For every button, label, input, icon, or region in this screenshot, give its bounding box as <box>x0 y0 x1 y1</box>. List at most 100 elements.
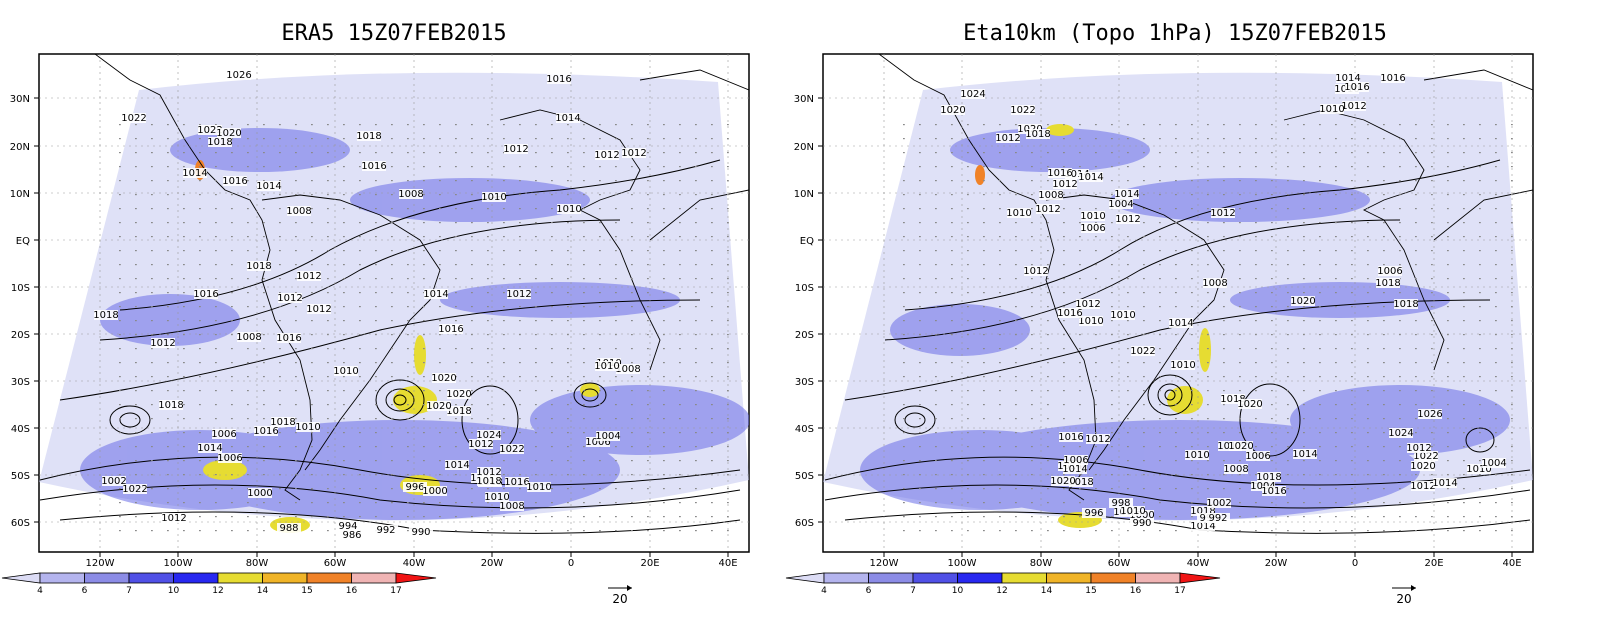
contour-label: 1026 <box>226 70 251 81</box>
contour-label-bg <box>1115 189 1139 199</box>
reference-vector-era5: 20 <box>608 585 632 606</box>
contour-label: 1016 <box>1047 168 1072 179</box>
colorbar-tick-label: 16 <box>346 586 358 596</box>
isobars-era5 <box>39 159 741 534</box>
contour-label-bg <box>409 527 433 537</box>
contour-label: 1024 <box>1388 428 1413 439</box>
contour-label: 1018 <box>446 406 471 417</box>
lat-tick-label: 30S <box>795 377 814 388</box>
contour-label: 1020 <box>431 373 456 384</box>
contour-label-bg <box>357 131 381 141</box>
contour-label: 1006 <box>1080 223 1105 234</box>
wind-speed-yellow-eta10km <box>975 124 1211 528</box>
contour-label: 996 <box>1084 508 1103 519</box>
contour-label: 1008 <box>499 501 524 512</box>
contour-label: 1004 <box>1108 199 1133 210</box>
contour-label-bg <box>1064 455 1088 465</box>
reference-vector-label: 20 <box>612 592 627 606</box>
lat-tick-label: 50S <box>795 471 814 482</box>
contour-label: 1014 <box>1078 172 1103 183</box>
contour-label-bg <box>1086 434 1110 444</box>
contour-label: 1020 <box>940 105 965 116</box>
contour-label: 1018 <box>1393 299 1418 310</box>
contour-label: 1010 <box>556 204 581 215</box>
contour-label: 1016 <box>193 289 218 300</box>
contour-label-bg <box>1411 461 1435 471</box>
contour-label: 1006 <box>211 429 236 440</box>
contour-label: 1022 <box>197 125 222 136</box>
contour-label-bg <box>1036 204 1060 214</box>
contour-label: 998 <box>1111 498 1130 509</box>
contour-label: 1004 <box>595 431 620 442</box>
contour-label: 1010 <box>1110 310 1135 321</box>
contour-label-bg <box>277 333 301 343</box>
contour-label: 1016 <box>1344 82 1369 93</box>
contour-label-bg <box>1130 518 1154 528</box>
contour-label: 1020 <box>1050 476 1075 487</box>
colorbar-tick-label: 10 <box>168 586 180 596</box>
colorbar-tick-label: 6 <box>866 586 872 596</box>
contour-label: 1018 <box>158 400 183 411</box>
contour-label-bg <box>194 289 218 299</box>
contour-label: 1000 <box>247 488 272 499</box>
contour-label: 1006 <box>585 437 610 448</box>
colorbar-tick-label: 12 <box>996 586 1007 596</box>
contour-label-bg <box>1048 168 1072 178</box>
contour-label: 1010 <box>481 192 506 203</box>
contour-label-bg <box>1079 316 1103 326</box>
contour-label-bg <box>1433 478 1457 488</box>
colorbar-tick-label: 14 <box>1041 586 1053 596</box>
contour-label: 1016 <box>1057 308 1082 319</box>
contour-label: 1012 <box>277 293 302 304</box>
contour-label: 1006 <box>1063 455 1088 466</box>
contour-label-bg <box>1238 399 1262 409</box>
contour-label: 1010 <box>1120 506 1145 517</box>
contour-label: 1008 <box>1223 464 1248 475</box>
contour-label: 1014 <box>1062 464 1087 475</box>
contour-label: 1008 <box>1038 190 1063 201</box>
contour-label: 1022 <box>499 444 524 455</box>
contour-label: 1014 <box>256 181 281 192</box>
contour-label-bg <box>1053 179 1077 189</box>
contour-label-bg <box>1389 428 1413 438</box>
contour-label-bg <box>1257 472 1281 482</box>
contour-label: 992 <box>1208 513 1227 524</box>
contour-label: 1014 <box>182 168 207 179</box>
contour-label: 1010 <box>295 422 320 433</box>
contour-label-bg <box>198 443 222 453</box>
contour-label-bg <box>223 176 247 186</box>
contour-label: 1022 <box>1010 105 1035 116</box>
contour-label-bg <box>403 482 427 492</box>
contour-label: 1014 <box>555 113 580 124</box>
contour-label: 1008 <box>236 332 261 343</box>
contour-label: 992 <box>376 525 395 536</box>
contour-label-bg <box>445 460 469 470</box>
colorbar-tick-label: 4 <box>37 586 43 596</box>
lat-tick-label: 10S <box>11 283 30 294</box>
lat-tick-label: 30N <box>794 94 814 105</box>
colorbar-tick-label: 6 <box>82 586 88 596</box>
contour-label-bg <box>432 373 456 383</box>
contour-label-bg <box>102 476 126 486</box>
contour-label-bg <box>616 364 640 374</box>
contour-label-bg <box>296 422 320 432</box>
contour-label: 1010 <box>333 366 358 377</box>
contour-label-bg <box>297 271 321 281</box>
contour-label: 994 <box>338 521 357 532</box>
contour-label: 1012 <box>1115 214 1140 225</box>
lon-tick-label: 80W <box>1030 558 1053 569</box>
contour-label-bg <box>198 125 222 135</box>
contour-label: 1012 <box>306 304 331 315</box>
contour-label: 1008 <box>615 364 640 375</box>
contour-label: 1012 <box>506 289 531 300</box>
lon-tick-label: 40W <box>403 558 426 569</box>
colorbar-tick-label: 17 <box>390 586 401 596</box>
colorbar-tick-label: 10 <box>952 586 964 596</box>
contour-label-bg <box>123 484 147 494</box>
lon-tick-label: 60W <box>1108 558 1131 569</box>
contour-label-bg <box>507 289 531 299</box>
contour-label: 1018 <box>207 137 232 148</box>
lat-tick-label: 10N <box>794 189 814 200</box>
contour-label: 1020 <box>1410 461 1435 472</box>
contour-label-bg <box>1169 318 1193 328</box>
